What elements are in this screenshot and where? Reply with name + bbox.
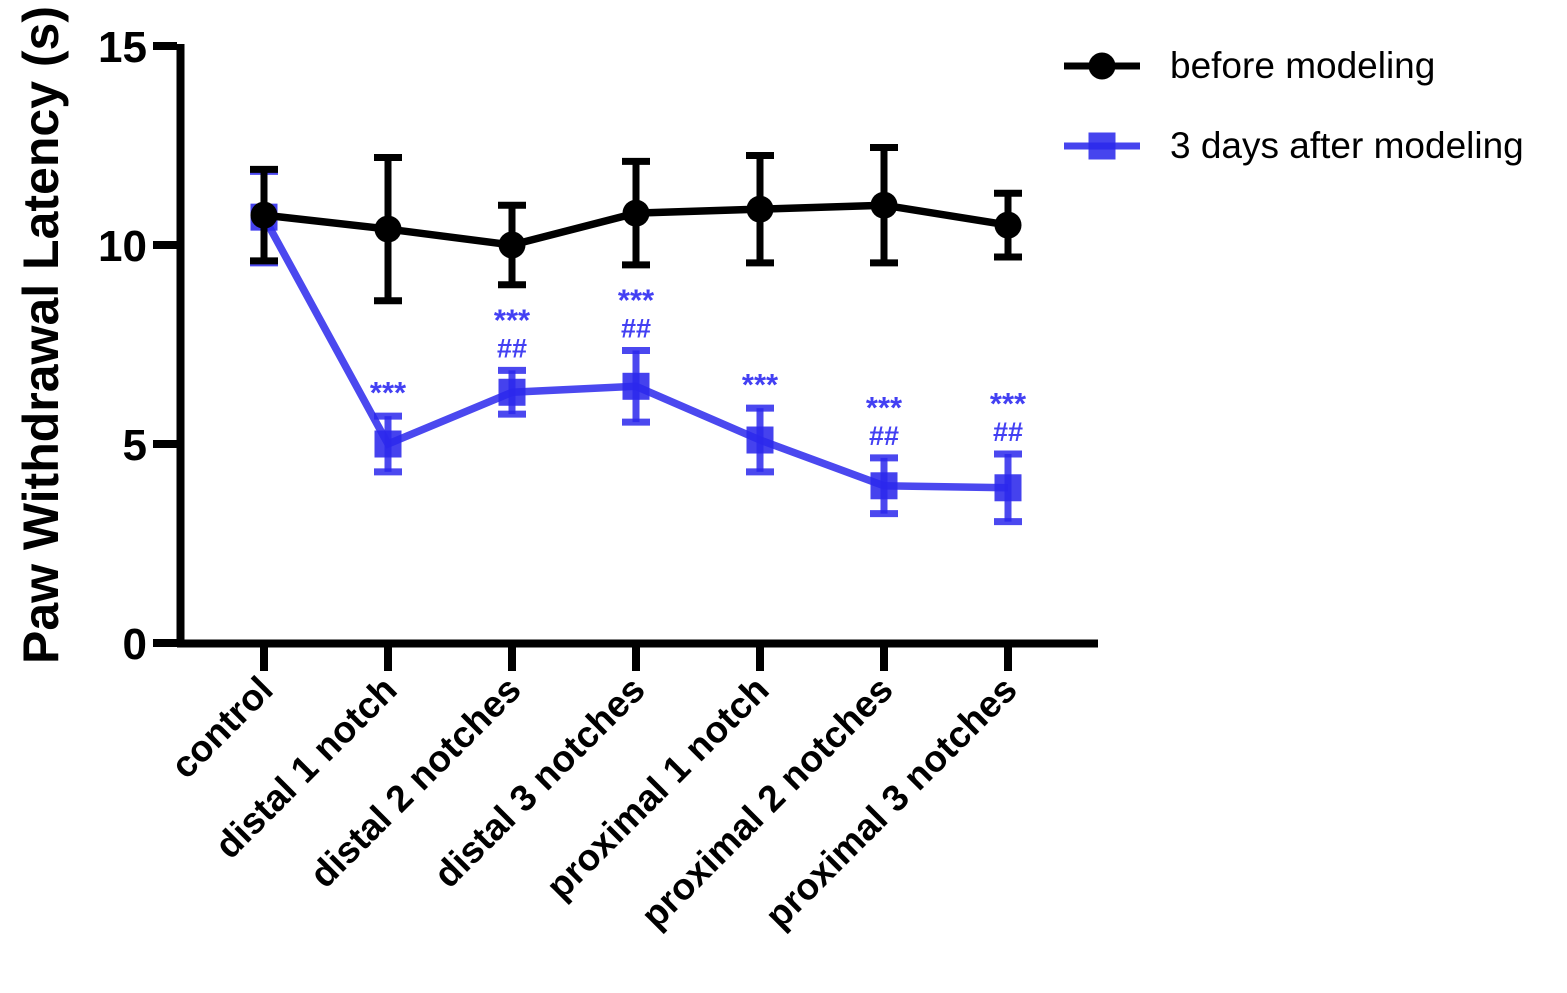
y-tick-label: 0: [123, 620, 147, 669]
legend-label-before-modeling: before modeling: [1170, 45, 1436, 86]
y-tick-label: 15: [98, 23, 147, 72]
y-tick-label: 5: [123, 421, 147, 470]
annotation-stars: ***: [866, 390, 903, 425]
x-category-label: distal 2 notches: [302, 669, 529, 896]
annotation-stars: ***: [494, 302, 531, 337]
legend-label-after-modeling: 3 days after modeling: [1170, 125, 1524, 166]
y-tick-label: 10: [98, 222, 147, 271]
annotation-stars: ***: [742, 367, 779, 402]
x-category-label: proximal 1 notch: [538, 669, 776, 907]
annotation-stars: ***: [618, 282, 655, 317]
annotation-stars: ***: [990, 386, 1027, 421]
annotation-hashes: ##: [621, 313, 651, 343]
legend-item-before-modeling: before modeling: [1062, 36, 1524, 96]
legend-circle-glyph: [1088, 52, 1116, 80]
annotation-hashes: ##: [993, 417, 1023, 447]
annotation-hashes: ##: [497, 333, 527, 363]
x-category-label: distal 3 notches: [426, 669, 653, 896]
annotation-hashes: ##: [869, 421, 899, 451]
legend-item-after-modeling: 3 days after modeling: [1062, 116, 1524, 176]
x-category-label: proximal 3 notches: [757, 669, 1024, 936]
legend-marker-square-icon: [1064, 132, 1140, 160]
legend-marker-circle-icon: [1064, 52, 1140, 80]
annotation-stars: ***: [370, 375, 407, 410]
legend: before modeling 3 days after modeling: [1062, 36, 1524, 176]
legend-square-glyph: [1088, 132, 1116, 160]
x-category-label: proximal 2 notches: [633, 669, 900, 936]
x-category-label: control: [163, 669, 281, 787]
series-before-modeling: [250, 143, 1022, 305]
